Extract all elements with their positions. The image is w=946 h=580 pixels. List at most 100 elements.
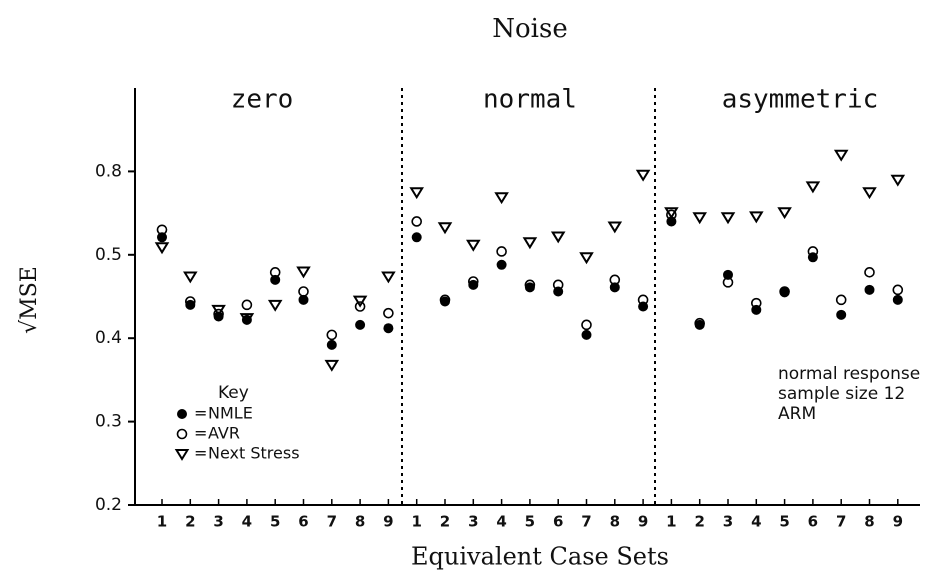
legend-equals: = [194, 444, 207, 463]
point [635, 169, 651, 182]
x-tick-label: 1 [411, 513, 421, 531]
legend-title: Key [218, 383, 249, 403]
point [666, 209, 677, 221]
point [862, 187, 877, 200]
y-tick-label: 0.5 [95, 245, 122, 265]
point [154, 242, 170, 255]
point [749, 211, 764, 224]
legend-marker [177, 409, 187, 419]
point [439, 294, 451, 306]
annotation: ARM [778, 404, 816, 424]
x-tick-label: 4 [496, 513, 506, 531]
point [241, 299, 253, 311]
point [324, 359, 340, 372]
point [298, 286, 309, 297]
point [664, 207, 679, 220]
x-tick-label: 8 [610, 513, 620, 531]
point [524, 279, 536, 291]
point [833, 149, 849, 162]
x-tick-label: 7 [836, 513, 846, 531]
point [326, 339, 337, 350]
legend-marker [174, 449, 190, 461]
point [694, 317, 706, 329]
x-tick-label: 6 [808, 513, 818, 531]
point [609, 274, 621, 286]
point [298, 294, 309, 305]
annotation: normal response [778, 364, 920, 384]
x-tick-label: 5 [779, 513, 789, 531]
point [723, 269, 733, 280]
point [467, 276, 479, 287]
point [864, 284, 875, 295]
point [522, 237, 538, 250]
x-tick-label: 3 [213, 513, 223, 531]
point [835, 294, 847, 306]
point [805, 181, 821, 194]
point [296, 266, 311, 279]
point [185, 296, 196, 307]
point [185, 299, 196, 310]
x-tick-label: 4 [751, 513, 761, 531]
legend-label: Next Stress [208, 444, 300, 463]
legend-label: AVR [208, 424, 240, 443]
point [381, 271, 396, 284]
x-tick-label: 2 [694, 513, 704, 531]
point [383, 307, 394, 319]
x-tick-label: 6 [553, 513, 563, 531]
point [722, 277, 734, 288]
x-tick-label: 8 [355, 513, 365, 531]
x-tick-label: 2 [440, 513, 450, 531]
x-tick-label: 3 [468, 513, 478, 531]
point [411, 232, 422, 243]
x-tick-label: 9 [383, 513, 393, 531]
point [892, 284, 904, 296]
point [836, 309, 847, 320]
point [807, 246, 819, 257]
x-tick-label: 2 [185, 513, 195, 531]
point [211, 304, 226, 317]
x-tick-label: 5 [270, 513, 280, 531]
legend-label: NMLE [208, 404, 253, 423]
legend-equals: = [194, 424, 207, 443]
x-tick-label: 9 [638, 513, 648, 531]
x-tick-label: 7 [327, 513, 337, 531]
point [468, 279, 479, 290]
point [581, 329, 592, 340]
x-tick-label: 3 [723, 513, 733, 531]
chart-title: Noise [492, 14, 567, 44]
point [777, 207, 792, 220]
point [156, 224, 168, 236]
point [552, 279, 564, 291]
point [496, 246, 507, 257]
point [267, 299, 283, 312]
legend-marker [176, 428, 188, 440]
x-tick-label: 5 [525, 513, 535, 531]
group-label: asymmetric [722, 85, 879, 115]
point [183, 271, 198, 284]
x-axis-label: Equivalent Case Sets [411, 543, 669, 571]
y-axis-label: √MSE [17, 266, 42, 334]
group-label: zero [231, 85, 294, 115]
y-tick-label: 0.8 [95, 161, 122, 181]
legend-equals: = [194, 404, 207, 423]
point [581, 319, 592, 331]
point [779, 286, 790, 297]
x-tick-label: 4 [242, 513, 252, 531]
point [720, 212, 736, 225]
x-tick-label: 1 [666, 513, 676, 531]
x-tick-label: 8 [864, 513, 874, 531]
point [383, 323, 394, 334]
point [609, 282, 620, 293]
point [352, 295, 368, 308]
point [496, 259, 507, 270]
point [890, 174, 906, 187]
annotation: sample size 12 [778, 384, 905, 404]
x-tick-label: 6 [298, 513, 308, 531]
y-tick-label: 0.4 [95, 328, 122, 348]
point [213, 308, 224, 320]
point [494, 192, 509, 205]
y-tick-label: 0.2 [95, 495, 122, 515]
point [579, 252, 594, 265]
point [637, 294, 649, 306]
